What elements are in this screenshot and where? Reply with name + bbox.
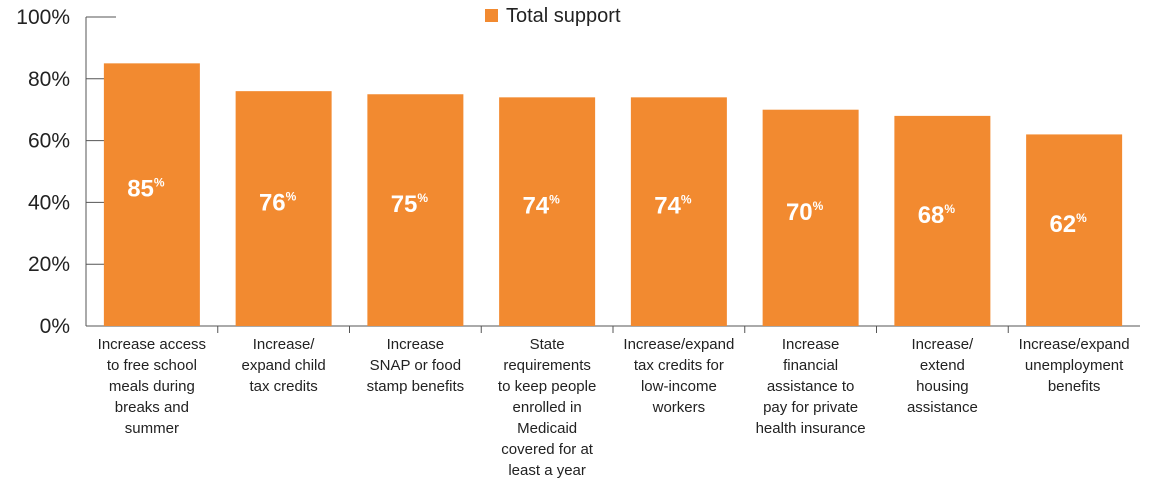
bar xyxy=(367,94,464,326)
bars: 85% 76% 75% 74% 74% 70% 68% 62% xyxy=(103,63,1123,326)
data-label: 76% xyxy=(259,190,297,217)
bar xyxy=(235,91,332,326)
x-tick-label: State requirements to keep people enrolled … xyxy=(498,336,596,479)
x-tick-label: Increase/expand tax credits for low-income… xyxy=(623,336,734,416)
bar xyxy=(103,63,200,326)
bar xyxy=(499,97,596,326)
y-axis: 0% 20% 40% 60% 80% 100% xyxy=(16,6,116,338)
x-tick-label: Increase/expand child tax credits xyxy=(242,336,326,395)
x-tick-label: Increase financial assistance to pay for pr… xyxy=(756,336,866,437)
y-tick-label: 60% xyxy=(28,130,70,153)
x-tick-label: Increase/extend housing assistance xyxy=(907,336,978,416)
x-tick-label: Increase SNAP or food stamp benefits xyxy=(367,336,465,395)
bar xyxy=(762,109,859,326)
bar xyxy=(1026,134,1123,326)
y-tick-label: 20% xyxy=(28,253,70,276)
data-label: 74% xyxy=(522,193,560,220)
y-tick-label: 80% xyxy=(28,68,70,91)
bar xyxy=(630,97,727,326)
y-tick-label: 100% xyxy=(16,6,70,29)
x-tick-label: Increase/expand unemployment benefits xyxy=(1019,336,1130,395)
data-label: 70% xyxy=(786,199,824,226)
legend: Total support xyxy=(485,5,621,27)
data-label: 85% xyxy=(127,176,165,203)
category-labels: Increase access to free school meals durin… xyxy=(98,336,1130,479)
y-tick-label: 40% xyxy=(28,191,70,214)
bar xyxy=(894,115,991,326)
x-axis xyxy=(86,325,1140,333)
data-label: 62% xyxy=(1049,211,1087,238)
legend-swatch xyxy=(485,9,498,22)
x-tick-label: Increase access to free school meals durin… xyxy=(98,336,206,437)
y-tick-label: 0% xyxy=(40,315,70,338)
data-label: 68% xyxy=(918,202,956,229)
data-label: 75% xyxy=(391,191,429,218)
data-label: 74% xyxy=(654,193,692,220)
legend-label: Total support xyxy=(506,5,621,27)
